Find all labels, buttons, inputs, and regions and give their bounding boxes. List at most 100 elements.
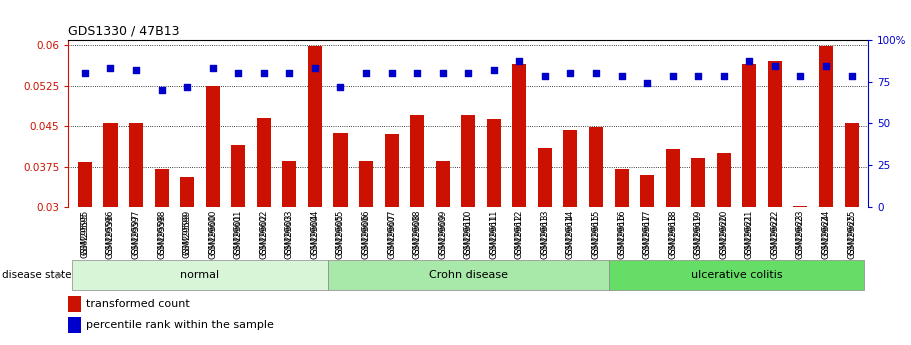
- Bar: [768, 61, 782, 345]
- Point: [691, 74, 705, 79]
- Bar: [68, 296, 81, 312]
- Point: [205, 65, 220, 71]
- Text: percentile rank within the sample: percentile rank within the sample: [86, 320, 273, 330]
- Point: [461, 70, 476, 76]
- Bar: [308, 46, 322, 345]
- Point: [359, 70, 374, 76]
- Bar: [742, 64, 756, 345]
- Text: GSM29614: GSM29614: [566, 210, 575, 255]
- Text: GSM29596: GSM29596: [106, 210, 115, 255]
- Point: [563, 70, 578, 76]
- Text: GSM29623: GSM29623: [796, 210, 805, 255]
- Point: [257, 70, 271, 76]
- Text: GSM29622: GSM29622: [771, 210, 780, 255]
- Bar: [640, 175, 654, 345]
- Point: [231, 70, 246, 76]
- Point: [640, 80, 654, 86]
- Text: GSM29602: GSM29602: [260, 210, 269, 255]
- Text: GSM29597: GSM29597: [131, 210, 140, 255]
- Text: disease state: disease state: [2, 270, 71, 280]
- Text: GSM29600: GSM29600: [209, 210, 217, 255]
- Bar: [563, 130, 578, 345]
- Point: [77, 70, 92, 76]
- Text: GSM29605: GSM29605: [336, 210, 345, 255]
- Point: [717, 74, 732, 79]
- Text: GSM29606: GSM29606: [362, 210, 371, 255]
- Bar: [793, 206, 807, 345]
- Text: GSM29607: GSM29607: [387, 210, 396, 255]
- Text: GSM29603: GSM29603: [285, 210, 294, 255]
- Point: [819, 64, 834, 69]
- Text: GSM29616: GSM29616: [617, 210, 626, 255]
- Bar: [282, 161, 296, 345]
- Point: [128, 67, 143, 72]
- Bar: [410, 115, 425, 345]
- Text: GDS1330 / 47B13: GDS1330 / 47B13: [68, 24, 179, 37]
- Bar: [231, 145, 245, 345]
- Text: GSM29625: GSM29625: [847, 210, 856, 255]
- Text: GSM29613: GSM29613: [540, 210, 549, 255]
- Text: GSM29624: GSM29624: [822, 210, 831, 255]
- Text: GSM29609: GSM29609: [438, 210, 447, 255]
- Point: [435, 70, 450, 76]
- Point: [154, 87, 169, 92]
- Text: normal: normal: [180, 270, 220, 280]
- Bar: [180, 177, 194, 345]
- Bar: [333, 132, 347, 345]
- Bar: [486, 119, 501, 345]
- Bar: [461, 115, 476, 345]
- Bar: [666, 149, 680, 345]
- Text: GSM29599: GSM29599: [182, 210, 191, 255]
- Point: [333, 84, 348, 89]
- Bar: [615, 169, 629, 345]
- Point: [589, 70, 603, 76]
- Text: GSM29619: GSM29619: [694, 210, 702, 255]
- Bar: [537, 148, 552, 345]
- Text: GSM29615: GSM29615: [591, 210, 600, 255]
- Bar: [78, 162, 92, 345]
- Bar: [589, 127, 603, 345]
- Bar: [844, 124, 858, 345]
- Bar: [717, 153, 731, 345]
- Bar: [691, 158, 705, 345]
- Bar: [384, 134, 399, 345]
- Point: [768, 64, 783, 69]
- Bar: [68, 317, 81, 333]
- Bar: [129, 124, 143, 345]
- Bar: [206, 86, 220, 345]
- Text: GSM29620: GSM29620: [720, 210, 728, 255]
- Point: [614, 74, 629, 79]
- Bar: [609, 260, 865, 290]
- Bar: [257, 118, 271, 345]
- Point: [103, 65, 118, 71]
- Text: GSM29595: GSM29595: [80, 210, 89, 255]
- Text: GSM29611: GSM29611: [489, 210, 498, 255]
- Text: GSM29601: GSM29601: [234, 210, 242, 255]
- Point: [410, 70, 425, 76]
- Point: [537, 74, 552, 79]
- Text: GSM29621: GSM29621: [745, 210, 754, 255]
- Point: [512, 59, 527, 64]
- Point: [742, 59, 757, 64]
- Text: GSM29604: GSM29604: [311, 210, 320, 255]
- Bar: [819, 46, 833, 345]
- Text: Crohn disease: Crohn disease: [429, 270, 507, 280]
- Text: GSM29617: GSM29617: [642, 210, 651, 255]
- Text: GSM29618: GSM29618: [668, 210, 677, 255]
- Text: transformed count: transformed count: [86, 299, 189, 309]
- Point: [665, 74, 680, 79]
- Text: GSM29598: GSM29598: [157, 210, 166, 255]
- Bar: [512, 64, 527, 345]
- Point: [282, 70, 297, 76]
- Bar: [72, 260, 328, 290]
- Point: [308, 65, 322, 71]
- Bar: [155, 169, 169, 345]
- Text: GSM29608: GSM29608: [413, 210, 422, 255]
- Bar: [435, 161, 450, 345]
- Point: [384, 70, 399, 76]
- Point: [486, 67, 501, 72]
- Point: [793, 74, 808, 79]
- Point: [179, 84, 194, 89]
- Text: GSM29612: GSM29612: [515, 210, 524, 255]
- Bar: [359, 161, 374, 345]
